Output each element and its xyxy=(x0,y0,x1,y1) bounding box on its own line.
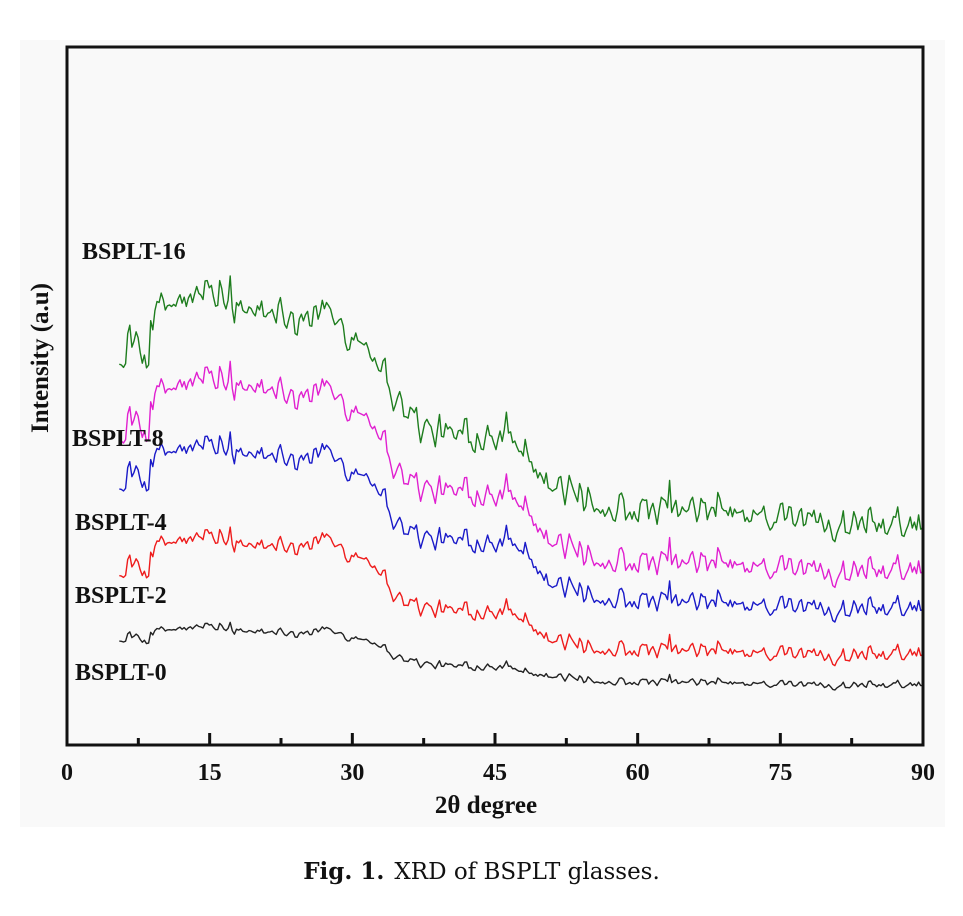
x-tick-label: 15 xyxy=(198,760,222,786)
x-tick-label: 90 xyxy=(911,760,935,786)
series-line-bsplt-16 xyxy=(119,275,924,543)
x-tick-label: 45 xyxy=(483,760,507,786)
series-line-bsplt-0 xyxy=(119,621,923,691)
series-line-bsplt-4 xyxy=(119,431,923,623)
plot-frame xyxy=(65,45,925,747)
y-axis-title: Intensity (a.u) xyxy=(27,283,54,433)
x-tick-label: 60 xyxy=(626,760,650,786)
figure-caption: Fig. 1. XRD of BSPLT glasses. xyxy=(0,858,963,885)
x-ticks xyxy=(65,733,925,745)
caption-text: XRD of BSPLT glasses. xyxy=(394,859,660,885)
series-line-bsplt-2 xyxy=(119,526,923,667)
x-tick-label: 75 xyxy=(768,760,792,786)
x-tick-label: 0 xyxy=(61,760,73,786)
series-label-bsplt-0: BSPLT-0 xyxy=(75,660,167,686)
series-labels: BSPLT-16 BSPLT-8 BSPLT-4 BSPLT-2 BSPLT-0 xyxy=(72,239,186,686)
x-axis-title: 2θ degree xyxy=(435,792,537,819)
figure-number: Fig. 1. xyxy=(303,858,385,885)
series-label-bsplt-2: BSPLT-2 xyxy=(75,583,167,609)
curves-layer xyxy=(119,275,924,691)
series-line-bsplt-8 xyxy=(119,360,923,589)
figure-panel: 0 15 30 45 60 75 90 2θ degree Intensity … xyxy=(20,40,945,827)
series-label-bsplt-4: BSPLT-4 xyxy=(75,510,167,536)
xrd-chart: 0 15 30 45 60 75 90 2θ degree Intensity … xyxy=(27,45,935,819)
series-label-bsplt-16: BSPLT-16 xyxy=(82,239,186,265)
x-tick-labels: 0 15 30 45 60 75 90 xyxy=(61,760,935,786)
series-label-bsplt-8: BSPLT-8 xyxy=(72,426,164,452)
x-tick-label: 30 xyxy=(340,760,364,786)
